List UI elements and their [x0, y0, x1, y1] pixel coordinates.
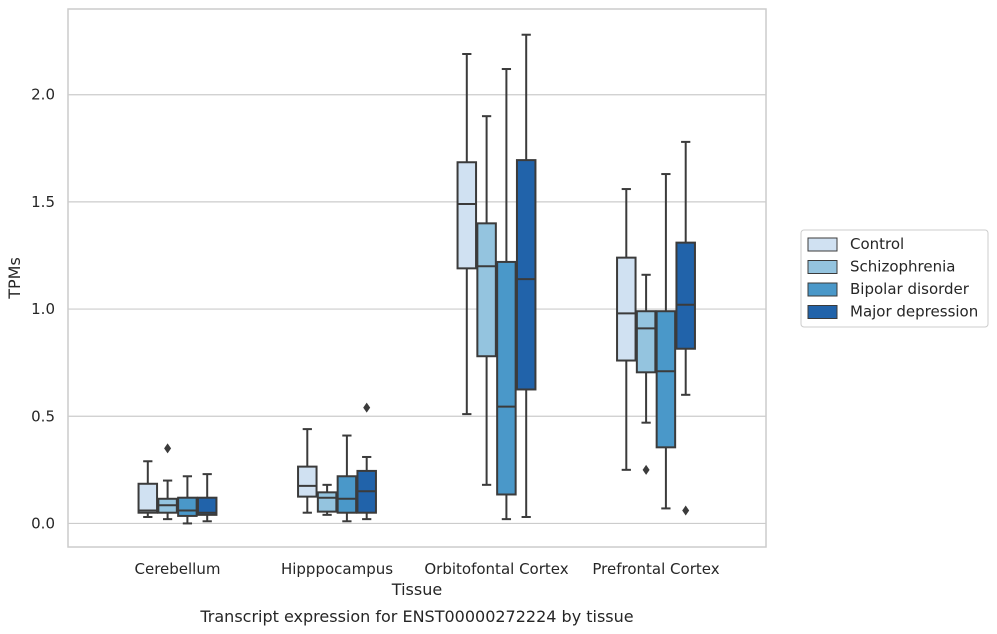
box — [515, 159, 537, 391]
x-tick-label: Hipppocampus — [281, 560, 393, 578]
box — [456, 161, 478, 270]
box-plot — [515, 33, 537, 518]
x-tick-label: Orbitofontal Cortex — [424, 560, 568, 578]
outlier-point — [363, 402, 371, 413]
grid-lines — [68, 94, 766, 525]
box-plot — [655, 173, 677, 510]
box — [476, 222, 497, 358]
legend-label: Bipolar disorder — [850, 280, 970, 298]
box-plot — [496, 68, 517, 521]
plot-area — [67, 8, 767, 548]
box — [655, 310, 677, 449]
box-plot — [336, 434, 358, 523]
x-axis-ticks: Cerebellum Hipppocampus Orbitofontal Corte… — [135, 560, 720, 578]
box — [635, 310, 657, 374]
box-plot — [316, 483, 338, 516]
box-plot — [297, 428, 318, 514]
box — [137, 482, 159, 514]
legend-label: Schizophrenia — [850, 258, 955, 276]
box-plot — [177, 475, 198, 525]
outlier-point — [682, 505, 690, 516]
y-tick-label: 0.5 — [31, 407, 55, 425]
x-axis-label: Tissue — [391, 580, 442, 599]
legend-label: Control — [850, 235, 904, 253]
chart-caption: Transcript expression for ENST0000027222… — [199, 607, 633, 626]
legend-frame — [800, 229, 989, 328]
y-axis-label: TPMs — [5, 257, 24, 300]
outlier-point — [164, 443, 172, 454]
box-plot — [476, 115, 497, 486]
legend-swatch — [807, 305, 838, 319]
box-plot — [635, 273, 657, 475]
box-plot — [356, 402, 377, 521]
box-plot — [137, 460, 159, 518]
box-plot — [456, 53, 478, 416]
y-tick-label: 2.0 — [31, 86, 55, 104]
y-axis-ticks: 0.0 0.5 1.0 1.5 2.0 — [31, 86, 55, 533]
box-plot — [157, 443, 178, 521]
box — [496, 260, 517, 496]
box — [297, 465, 318, 498]
box — [336, 475, 358, 514]
legend-label: Major depression — [850, 303, 978, 321]
box-plot — [675, 140, 696, 516]
box-plot — [196, 473, 218, 523]
legend: Control Schizophrenia Bipolar disorder Majo… — [800, 229, 989, 328]
box — [616, 256, 637, 362]
x-tick-label: Prefrontal Cortex — [592, 560, 719, 578]
x-tick-label: Cerebellum — [135, 560, 221, 578]
legend-swatch — [807, 282, 838, 297]
box — [196, 496, 218, 516]
box-plot — [616, 188, 637, 471]
box-plot-series — [137, 33, 696, 525]
box — [177, 496, 198, 517]
y-tick-label: 1.0 — [31, 300, 55, 318]
legend-swatch — [807, 260, 838, 274]
outlier-point — [642, 464, 650, 475]
y-tick-label: 0.0 — [31, 514, 55, 532]
box — [675, 241, 696, 350]
box — [316, 491, 338, 513]
legend-swatch — [807, 237, 838, 252]
y-tick-label: 1.5 — [31, 193, 55, 211]
